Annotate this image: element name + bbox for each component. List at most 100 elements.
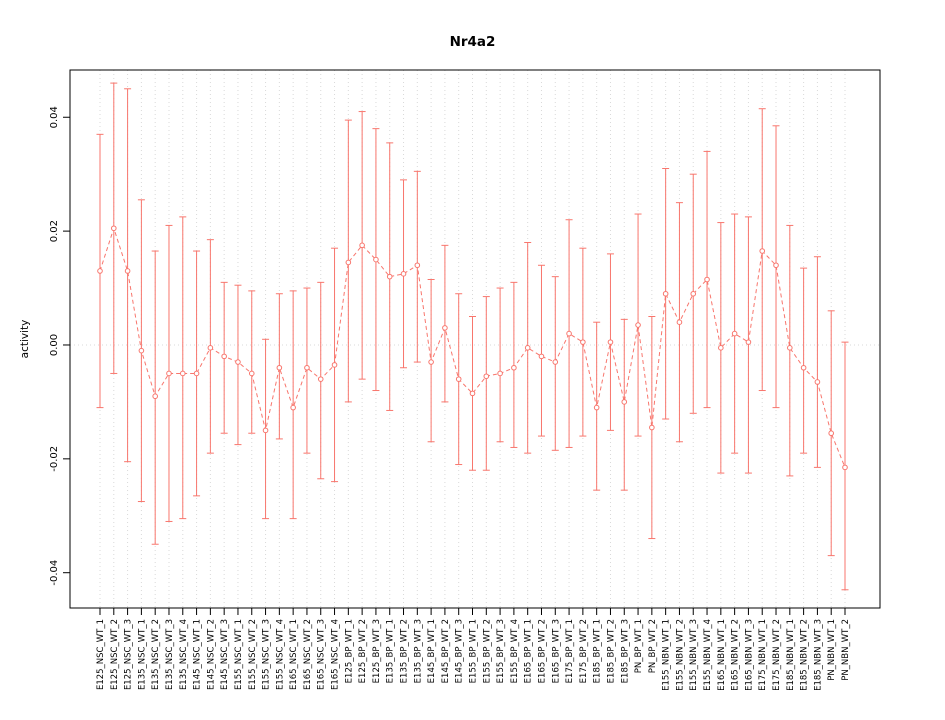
error-bar xyxy=(510,281,518,448)
x-tick-label: E145_BP_WT_1 xyxy=(427,619,437,683)
data-point xyxy=(124,268,131,274)
error-bar xyxy=(496,287,504,443)
error-bar xyxy=(303,287,311,454)
x-tick-label: E155_BP_WT_3 xyxy=(496,619,506,683)
data-point xyxy=(497,370,503,377)
x-tick-label: E135_BP_WT_3 xyxy=(413,619,423,683)
data-point xyxy=(317,376,324,382)
error-bar xyxy=(234,284,242,446)
x-tick-label: E165_NSC_WT_4 xyxy=(331,619,341,690)
data-point xyxy=(759,248,766,254)
x-tick-label: PN_NBN_WT_1 xyxy=(827,619,837,681)
data-point xyxy=(97,268,103,274)
data-point xyxy=(428,359,434,365)
x-tick-label: E175_NBN_WT_2 xyxy=(772,619,782,691)
y-tick-label: -0.04 xyxy=(49,560,60,586)
y-tick-label: 0.04 xyxy=(49,106,60,128)
x-tick-label: E165_NBN_WT_3 xyxy=(744,619,754,691)
data-point xyxy=(787,345,793,351)
data-point xyxy=(152,393,158,400)
x-tick-label: E165_BP_WT_1 xyxy=(524,619,534,683)
error-bar xyxy=(248,290,256,434)
x-tick-label: E185_NBN_WT_2 xyxy=(800,619,810,691)
error-bar xyxy=(744,216,752,474)
x-tick-label: E165_NSC_WT_1 xyxy=(289,619,299,690)
data-point xyxy=(731,330,738,337)
data-point xyxy=(635,322,641,328)
x-tick-label: E165_NBN_WT_2 xyxy=(731,619,741,691)
x-tick-label: E135_NSC_WT_3 xyxy=(165,619,175,690)
y-tick-label: -0.02 xyxy=(49,446,60,472)
x-tick-label: E165_NBN_WT_1 xyxy=(717,619,727,691)
data-point xyxy=(690,290,697,297)
x-tick-label: E125_BP_WT_3 xyxy=(372,619,382,683)
data-point xyxy=(704,276,710,283)
data-point xyxy=(221,353,227,360)
data-point xyxy=(455,376,462,382)
data-point xyxy=(110,225,117,232)
error-bar xyxy=(786,224,794,477)
x-tick-label: E125_BP_WT_1 xyxy=(344,619,354,683)
x-tick-label: PN_NBN_WT_2 xyxy=(841,619,851,681)
x-tick-label: E135_NSC_WT_2 xyxy=(151,619,161,690)
data-point xyxy=(262,427,269,434)
data-point xyxy=(179,370,186,377)
x-tick-label: E155_NBN_WT_3 xyxy=(689,619,699,691)
x-tick-label: E135_BP_WT_2 xyxy=(400,619,410,683)
data-point xyxy=(359,242,365,249)
data-point xyxy=(593,404,600,411)
error-bar xyxy=(124,88,132,463)
x-tick-label: E135_BP_WT_1 xyxy=(386,619,396,683)
data-point xyxy=(842,464,848,471)
error-bar xyxy=(289,290,297,520)
error-bar xyxy=(482,296,490,471)
x-tick-label: E155_NSC_WT_3 xyxy=(262,619,272,690)
data-point xyxy=(649,424,655,431)
x-tick-label: E155_NSC_WT_2 xyxy=(248,619,258,690)
data-point xyxy=(414,262,421,269)
data-point xyxy=(566,330,572,337)
data-point xyxy=(248,370,255,377)
x-tick-label: E165_BP_WT_2 xyxy=(537,619,547,683)
x-tick-label: E145_NSC_WT_1 xyxy=(193,619,203,690)
data-point xyxy=(580,339,586,345)
data-point xyxy=(207,345,214,351)
data-point xyxy=(524,345,531,351)
error-bar xyxy=(620,318,628,491)
x-tick-label: E155_NBN_WT_4 xyxy=(703,619,713,691)
x-tick-label: PN_BP_WT_1 xyxy=(634,619,644,673)
x-tick-label: E185_BP_WT_2 xyxy=(606,619,616,683)
data-point xyxy=(800,364,807,371)
data-point xyxy=(166,370,172,377)
data-point xyxy=(511,364,517,371)
data-point xyxy=(676,319,683,326)
data-point xyxy=(814,379,821,385)
plot-border xyxy=(69,69,881,609)
x-tick-label: E175_BP_WT_2 xyxy=(579,619,589,683)
x-tick-label: E185_BP_WT_1 xyxy=(593,619,603,683)
x-tick-label: E155_NSC_WT_1 xyxy=(234,619,244,690)
data-point xyxy=(538,353,545,360)
x-tick-label: E155_BP_WT_1 xyxy=(469,619,479,683)
x-tick-label: E185_BP_WT_3 xyxy=(620,619,630,683)
error-bar xyxy=(441,244,449,403)
x-tick-label: E125_NSC_WT_3 xyxy=(124,619,134,690)
data-point xyxy=(552,359,559,365)
data-point xyxy=(193,370,200,377)
x-tick-label: E155_NBN_WT_2 xyxy=(675,619,685,691)
x-tick-label: E155_BP_WT_4 xyxy=(510,619,520,683)
error-bar xyxy=(179,216,187,520)
data-point xyxy=(607,339,614,345)
data-point xyxy=(345,259,352,266)
data-point xyxy=(386,273,393,280)
data-point xyxy=(483,373,490,380)
x-tick-label: E145_BP_WT_2 xyxy=(441,619,451,683)
error-bar xyxy=(800,267,808,454)
x-tick-label: E145_BP_WT_3 xyxy=(455,619,465,683)
data-point xyxy=(442,325,448,331)
data-point xyxy=(331,362,338,368)
error-bar xyxy=(813,256,821,468)
data-point xyxy=(304,364,310,371)
data-point xyxy=(235,359,241,365)
